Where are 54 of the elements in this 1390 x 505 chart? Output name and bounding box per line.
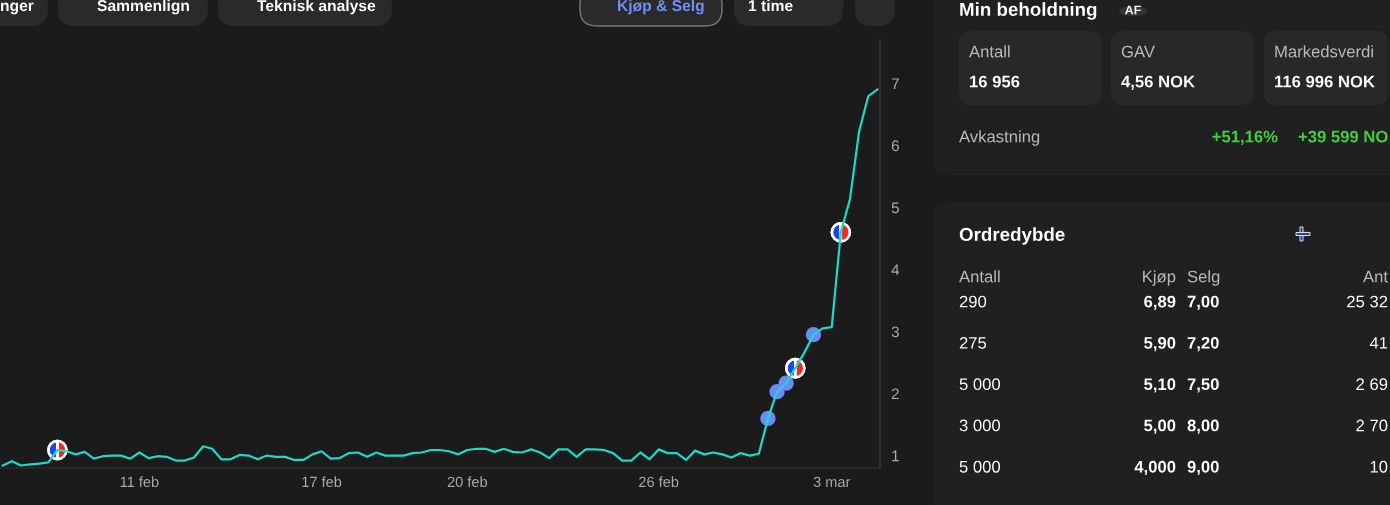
y-tick-label: 6 (891, 140, 899, 152)
y-tick-label: 5 (891, 202, 899, 214)
x-tick-label: 17 feb (302, 476, 342, 488)
x-tick-label: 11 feb (120, 476, 159, 488)
text: Min beholdning (960, 2, 1097, 20)
text: GAV (1121, 45, 1155, 58)
y-tick-label: 4 (891, 264, 900, 276)
line-series (1, 88, 879, 467)
x-tick-label: 3 mar (813, 476, 851, 488)
x-tick-label: 20 feb (447, 476, 487, 488)
text: 6,89 (1144, 295, 1176, 310)
text: 5 000 (959, 460, 1001, 473)
text: 290 (959, 295, 987, 308)
text: Antall (969, 45, 1010, 58)
text: Sammenlign (97, 0, 189, 15)
text: Kjøp & Selg (618, 0, 704, 15)
text: 1 time (748, 0, 793, 12)
text: Ant (1363, 270, 1388, 283)
y-tick-label: 1 (892, 450, 899, 462)
text: Ordredybde (959, 227, 1065, 245)
text: 2 69 (1356, 378, 1388, 391)
text: 7,20 (1187, 336, 1219, 352)
text: 5,00 (1144, 419, 1176, 434)
text: 4,56 NOK (1121, 75, 1195, 90)
text: 7,50 (1187, 378, 1219, 393)
text: 7,00 (1187, 295, 1219, 310)
text: Kjøp (1143, 270, 1176, 286)
text: 25 32 (1347, 295, 1388, 308)
text: 116 996 NOK (1275, 75, 1375, 88)
text: +51,16% (1212, 130, 1278, 145)
text: 16 956 (970, 75, 1020, 88)
text: 2 70 (1356, 419, 1388, 432)
x-tick-label: 26 feb (639, 476, 679, 488)
text: 8,00 (1187, 419, 1219, 434)
text: +39 599 NO (1298, 130, 1388, 143)
text: 275 (959, 336, 987, 349)
text: 5,90 (1144, 336, 1176, 352)
text: 3 000 (959, 419, 1001, 432)
text: 41 (1369, 337, 1388, 349)
text: 5,10 (1144, 378, 1176, 393)
text: Antall (959, 270, 1000, 283)
text: Teknisk analyse (257, 0, 376, 15)
text: 10 (1370, 460, 1388, 473)
text: Selg (1187, 270, 1220, 286)
y-tick-label: 7 (891, 78, 899, 89)
text: Avkastning (959, 130, 1040, 146)
text: 9,00 (1187, 460, 1219, 476)
text: 4,000 (1134, 460, 1176, 476)
y-tick-label: 3 (891, 326, 899, 338)
y-tick-label: 2 (891, 388, 899, 400)
text: 5 000 (959, 378, 1001, 391)
text: Markedsverdi (1275, 45, 1373, 58)
text: nger (1, 2, 34, 15)
text: AF (1124, 5, 1141, 15)
